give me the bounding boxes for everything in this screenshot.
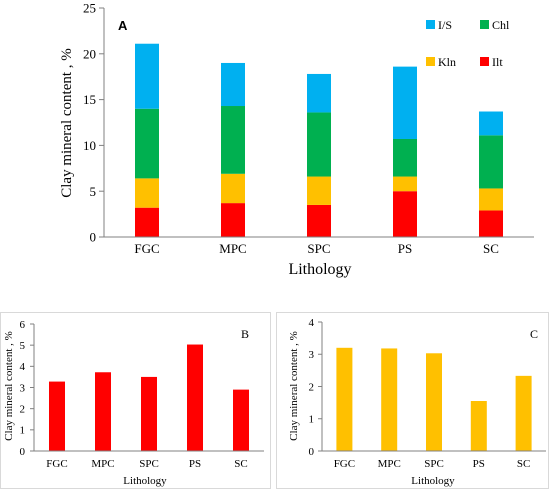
panel-a: 0 5 10 15 20 25 FGC MPC SPC PS SC A Lithology Cla…: [59, 1, 534, 278]
panel-a-bar-mpc-chl: [221, 106, 245, 174]
panel-b-y-tick-label: 6: [20, 319, 26, 331]
panel-a-bar-ps-ilt: [393, 191, 417, 237]
panel-a-x-tick-label: SC: [483, 241, 499, 256]
panel-b-y-axis-title: Clay mineral content , %: [3, 331, 15, 441]
legend-swatch-kln: [426, 57, 435, 66]
panel-b-y-tick-label: 2: [20, 404, 26, 416]
panel-c-y-tick-label: 1: [309, 414, 315, 426]
panel-a-bar-spc-ilt: [307, 204, 331, 237]
panel-a-bar-sc-ilt: [479, 210, 503, 237]
panel-c-bar-spc-value: [426, 353, 442, 451]
legend-swatch-chl: [480, 20, 489, 29]
panel-b-y-tick-label: 3: [20, 382, 26, 394]
panel-a-bar-mpc-kln: [221, 173, 245, 204]
panel-b-x-tick-label: SPC: [139, 458, 159, 470]
panel-a-y-axis-title: Clay mineral content , %: [59, 48, 75, 198]
panel-a-bar-fgc-ilt: [135, 207, 159, 237]
panel-c-x-axis-title: Lithology: [411, 475, 455, 487]
panel-a-x-tick-label: FGC: [134, 241, 159, 256]
panel-a-bar-ps-kln: [393, 176, 417, 192]
panel-a-y-tick-label: 15: [83, 92, 96, 107]
panel-b-y-tick-label: 0: [20, 446, 26, 458]
panel-b: 0 1 2 3 4 5 6 FGC MPC SPC PS SC B Lithology Clay m…: [0, 312, 271, 489]
panel-c-bar-fgc-value: [336, 347, 353, 451]
panel-a-bar-ps-is: [393, 66, 417, 139]
panel-c-x-tick-label: MPC: [378, 458, 401, 470]
panel-b-bar-fgc-value: [49, 381, 65, 451]
panel-a-bar-spc-is: [307, 73, 331, 113]
legend-label-ilt: Ilt: [492, 55, 503, 69]
panel-c-label: C: [530, 327, 538, 341]
panel-a-x-axis-title: Lithology: [288, 261, 351, 278]
panel-c-y-axis-title: Clay mineral content , %: [288, 331, 300, 441]
panel-b-y-tick-label: 4: [20, 361, 26, 373]
panel-c-bar-sc-value: [515, 375, 532, 451]
panel-c-y-tick-label: 4: [309, 317, 315, 329]
legend-label-is: I/S: [438, 18, 452, 32]
panel-b-x-tick-label: MPC: [91, 458, 114, 470]
panel-b-bar-mpc-value: [95, 372, 111, 451]
panel-c-y-tick-label: 2: [309, 381, 315, 393]
panel-c-y-tick-label: 0: [309, 446, 315, 458]
panel-c-x-tick-label: SC: [517, 458, 530, 470]
panel-c-x-tick-label: FGC: [334, 458, 355, 470]
legend-swatch-ilt: [480, 57, 489, 66]
panel-a-bar-fgc-kln: [135, 178, 159, 208]
panel-c-bar-ps-value: [470, 401, 487, 451]
panel-a-bar-fgc-is: [135, 43, 159, 109]
panel-b-bar-sc-value: [233, 389, 249, 451]
panel-b-x-tick-label: PS: [189, 458, 201, 470]
legend-label-kln: Kln: [438, 55, 456, 69]
panel-a-label: A: [118, 18, 128, 33]
panel-a-legend: I/S Chl Kln Ilt: [426, 18, 510, 69]
panel-a-y-tick-label: 0: [90, 230, 97, 245]
panel-b-bar-ps-value: [187, 344, 203, 451]
legend-swatch-is: [426, 20, 435, 29]
panel-b-y-tick-label: 5: [20, 340, 26, 352]
panel-b-x-tick-label: SC: [234, 458, 247, 470]
panel-c-x-tick-label: PS: [473, 458, 485, 470]
panel-a-x-tick-label: PS: [398, 241, 412, 256]
panel-b-bar-spc-value: [141, 376, 157, 451]
panel-b-y-tick-label: 1: [20, 425, 26, 437]
panel-a-y-tick-label: 5: [90, 184, 97, 199]
panel-a-bar-mpc-ilt: [221, 203, 245, 237]
panel-c: 0 1 2 3 4 FGC MPC SPC PS SC C Lithology Clay min…: [276, 312, 549, 489]
panel-c-bar-mpc-value: [381, 348, 398, 451]
panel-c-y-tick-label: 3: [309, 349, 315, 361]
panel-c-frame: [276, 312, 549, 489]
panel-a-y-tick-label: 20: [83, 46, 96, 61]
panel-a-bar-spc-chl: [307, 112, 331, 177]
panel-b-frame: [0, 312, 271, 489]
panel-a-bar-spc-kln: [307, 176, 331, 205]
panel-a-y-tick-label: 25: [83, 1, 96, 16]
panel-a-bar-sc-chl: [479, 135, 503, 189]
panel-b-x-tick-label: FGC: [46, 458, 67, 470]
panel-a-bar-ps-chl: [393, 138, 417, 177]
panel-a-bar-sc-kln: [479, 188, 503, 211]
panel-a-x-tick-label: MPC: [219, 241, 246, 256]
panel-a-bar-mpc-is: [221, 62, 245, 107]
legend-label-chl: Chl: [492, 18, 510, 32]
panel-b-x-axis-title: Lithology: [123, 475, 167, 487]
panel-a-bar-sc-is: [479, 111, 503, 136]
panel-c-x-tick-label: SPC: [424, 458, 444, 470]
panel-a-x-tick-label: SPC: [307, 241, 330, 256]
panel-a-y-tick-label: 10: [83, 138, 96, 153]
panel-b-label: B: [241, 327, 249, 341]
panel-a-bar-fgc-chl: [135, 108, 159, 179]
